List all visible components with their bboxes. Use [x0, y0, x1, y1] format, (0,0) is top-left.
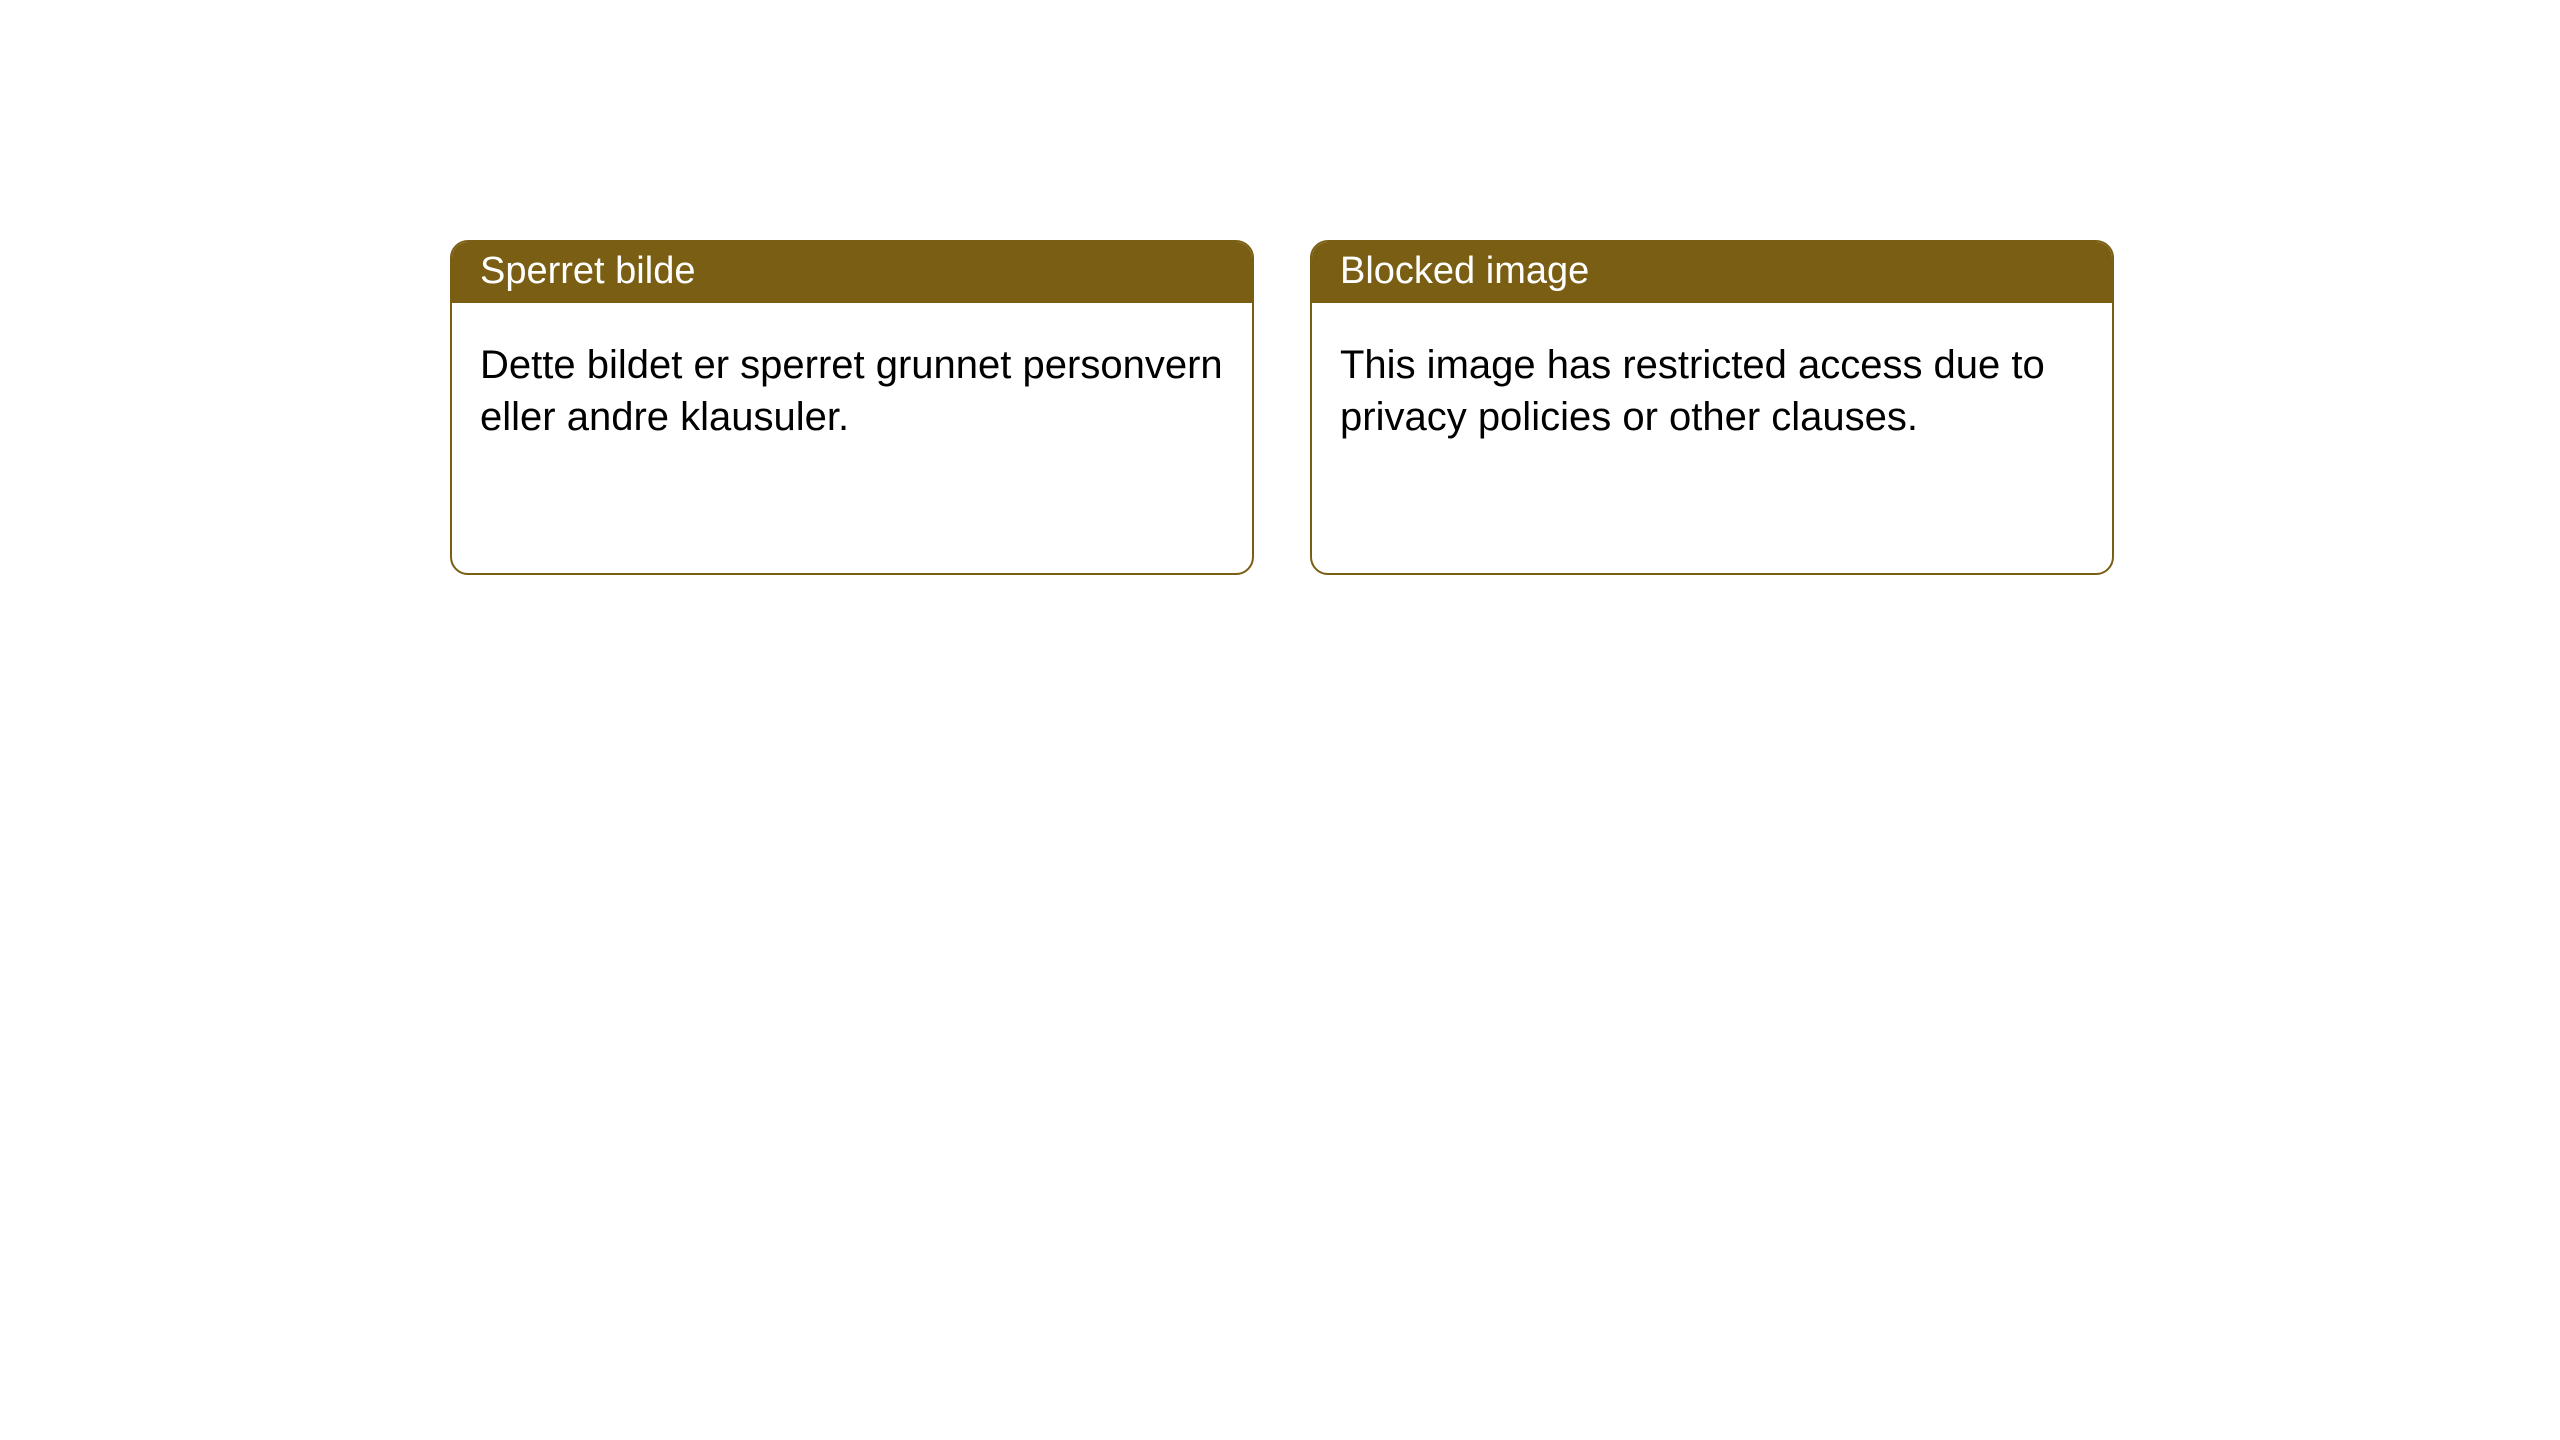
notice-card-english: Blocked image This image has restricted … [1310, 240, 2114, 575]
card-body: Dette bildet er sperret grunnet personve… [452, 303, 1252, 573]
notice-card-norwegian: Sperret bilde Dette bildet er sperret gr… [450, 240, 1254, 575]
card-body-text: This image has restricted access due to … [1340, 343, 2045, 439]
notice-cards-row: Sperret bilde Dette bildet er sperret gr… [0, 0, 2560, 575]
card-header: Blocked image [1312, 242, 2112, 303]
card-body: This image has restricted access due to … [1312, 303, 2112, 573]
card-header: Sperret bilde [452, 242, 1252, 303]
card-title: Blocked image [1340, 250, 1589, 292]
card-title: Sperret bilde [480, 250, 695, 292]
card-body-text: Dette bildet er sperret grunnet personve… [480, 343, 1223, 439]
